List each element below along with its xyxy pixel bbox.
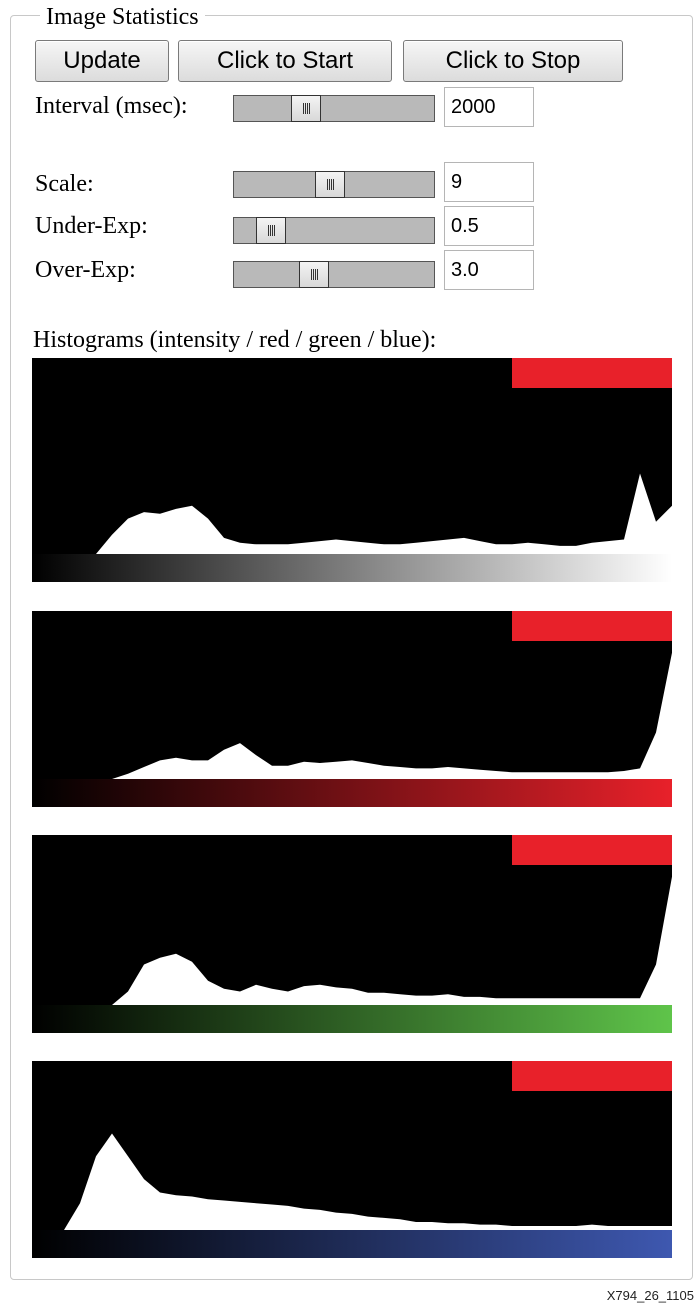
histogram-green bbox=[32, 835, 672, 1033]
scale-slider[interactable] bbox=[233, 171, 435, 198]
interval-slider-thumb[interactable] bbox=[291, 95, 321, 122]
histogram-flag bbox=[512, 1061, 672, 1091]
histograms-heading: Histograms (intensity / red / green / bl… bbox=[33, 327, 437, 353]
image-statistics-panel bbox=[10, 15, 693, 1280]
over-exp-slider-thumb[interactable] bbox=[299, 261, 329, 288]
under-exp-slider-thumb[interactable] bbox=[256, 217, 286, 244]
histogram-area bbox=[32, 473, 672, 554]
grip-icon bbox=[327, 179, 335, 190]
under-exp-input[interactable]: 0.5 bbox=[444, 206, 534, 246]
histogram-intensity bbox=[32, 358, 672, 582]
intensity-ramp bbox=[32, 554, 672, 582]
histogram-area bbox=[32, 1133, 672, 1230]
blue-ramp bbox=[32, 1230, 672, 1258]
red-ramp bbox=[32, 779, 672, 807]
histogram-flag bbox=[512, 835, 672, 865]
histogram-flag bbox=[512, 611, 672, 641]
under-exp-label: Under-Exp: bbox=[35, 213, 148, 239]
interval-slider[interactable] bbox=[233, 95, 435, 122]
under-exp-slider[interactable] bbox=[233, 217, 435, 244]
histogram-curve bbox=[32, 876, 672, 1005]
stop-button[interactable]: Click to Stop bbox=[403, 40, 623, 82]
histogram-red bbox=[32, 611, 672, 807]
interval-input[interactable]: 2000 bbox=[444, 87, 534, 127]
histogram-area bbox=[32, 652, 672, 779]
histogram-curve bbox=[32, 473, 672, 554]
histogram-area bbox=[32, 876, 672, 1005]
interval-label: Interval (msec): bbox=[35, 93, 188, 119]
scale-label: Scale: bbox=[35, 171, 94, 197]
figure-code: X794_26_1105 bbox=[606, 1288, 694, 1303]
start-button[interactable]: Click to Start bbox=[178, 40, 392, 82]
grip-icon bbox=[311, 269, 319, 280]
scale-slider-thumb[interactable] bbox=[315, 171, 345, 198]
over-exp-label: Over-Exp: bbox=[35, 257, 136, 283]
green-ramp bbox=[32, 1005, 672, 1033]
scale-input[interactable]: 9 bbox=[444, 162, 534, 202]
histogram-flag bbox=[512, 358, 672, 388]
histogram-curve bbox=[32, 1133, 672, 1230]
panel-title: Image Statistics bbox=[40, 4, 205, 30]
grip-icon bbox=[303, 103, 311, 114]
grip-icon bbox=[268, 225, 276, 236]
histogram-blue bbox=[32, 1061, 672, 1258]
over-exp-input[interactable]: 3.0 bbox=[444, 250, 534, 290]
over-exp-slider[interactable] bbox=[233, 261, 435, 288]
update-button[interactable]: Update bbox=[35, 40, 169, 82]
